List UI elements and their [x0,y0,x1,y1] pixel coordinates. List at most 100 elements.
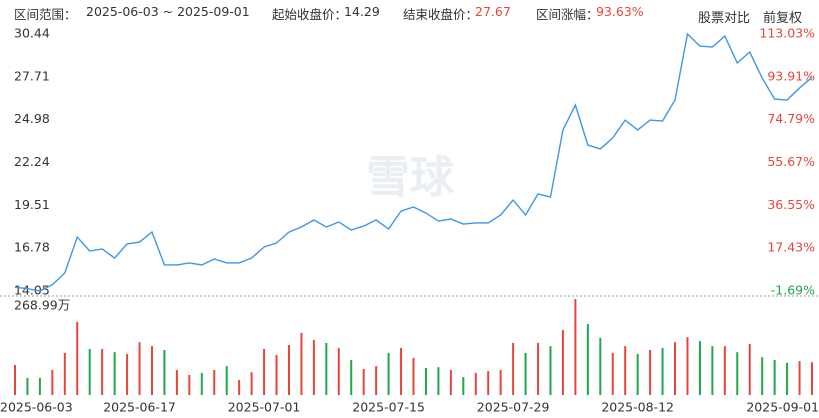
volume-bar [474,372,477,395]
volume-bar [188,375,191,395]
volume-bar [649,350,652,395]
y2-tick-label: -1.69% [771,283,815,298]
volume-bar [300,332,303,395]
volume-bar [761,357,764,395]
volume-bar [387,352,390,395]
volume-bar [76,321,79,395]
compare-button[interactable]: 股票对比 [698,11,751,26]
volume-bar [325,342,328,395]
adjust-button[interactable]: 前复权 [763,11,803,26]
volume-bar [449,370,452,395]
volume-bar [175,370,178,395]
x-tick-label: 2025-06-03 [0,400,73,415]
y2-tick-label: 113.03% [759,26,815,41]
volume-bar [14,365,16,395]
volume-bar [200,372,203,395]
volume-bar [698,341,701,395]
volume-bar [424,367,427,395]
volume-bar [38,377,41,395]
volume-bar [337,347,340,395]
volume-bar [611,352,614,395]
volume-bar [748,343,751,395]
y2-tick-label: 17.43% [767,240,815,255]
change: 93.63% [596,4,644,19]
volume-bar [599,337,602,395]
volume-bar [63,352,66,395]
volume-bar [400,347,403,395]
start-label: 起始收盘价： [272,7,348,22]
volume-bar [88,348,91,395]
volume-bar [487,371,490,395]
y2-tick-label: 36.55% [767,197,815,212]
volume-bar [686,337,689,395]
volume-bar [51,370,54,395]
volume-bar [238,380,241,395]
range: 2025-06-03 ~ 2025-09-01 [86,4,250,19]
volume-bar [350,360,353,395]
x-tick-label: 2025-07-15 [352,400,425,415]
volume-bar [163,350,166,395]
volume-bar [275,355,278,395]
volume-bar [113,352,116,395]
volume-bar [624,346,627,395]
volume-bar [561,330,564,395]
volume-bar [150,346,153,395]
y-tick-label: 22.24 [14,154,50,169]
volume-bar [499,370,502,395]
x-tick-label: 2025-08-12 [601,400,674,415]
x-tick-label: 2025-09-01 [746,400,819,415]
volume-bar [126,353,129,395]
y-tick-label: 27.71 [14,68,50,83]
volume-bar [225,366,228,395]
volume-tick-label: 268.99万 [14,298,70,313]
volume-bar [723,346,726,395]
volume-bar [101,348,104,395]
volume-bar [711,346,714,395]
change-label: 区间涨幅： [536,7,599,22]
range-label: 区间范围： [14,7,77,22]
y-tick-label: 16.78 [14,240,50,255]
y2-tick-label: 55.67% [767,154,815,169]
y2-tick-label: 93.91% [767,68,815,83]
volume-bar [362,368,365,395]
volume-bar [312,340,315,395]
volume-bar [524,352,527,395]
volume-bar [811,362,813,395]
price-line [14,32,813,292]
volume-bar [586,323,589,395]
volume-bar [213,370,216,395]
volume-bar [437,367,440,395]
volume-bar [287,345,290,395]
y-tick-label: 30.44 [14,26,50,41]
volume-bar [674,342,677,395]
y2-tick-label: 74.79% [767,111,815,126]
volume-bar [549,346,552,395]
volume-bar [537,342,540,395]
volume-bar [512,342,515,395]
x-tick-label: 2025-07-29 [477,400,550,415]
end-close: 27.67 [475,4,511,19]
x-tick-label: 2025-07-01 [228,400,301,415]
end-label: 结束收盘价： [403,7,479,22]
volume-bar [250,372,253,395]
volume-bar [574,299,577,395]
volume-bar [462,377,465,395]
volume-bar [736,352,739,395]
header: 区间范围： 2025-06-03 ~ 2025-09-01 起始收盘价： 14.… [14,4,815,26]
volume-bar [26,377,29,395]
y-tick-label: 24.98 [14,111,50,126]
volume-bar [263,348,266,395]
y-tick-label: 19.51 [14,197,50,212]
volume-bar [773,360,776,395]
start-close: 14.29 [344,4,380,19]
volume-bar [786,362,789,395]
volume-bar [412,357,415,395]
volume-bar [138,342,141,395]
x-tick-label: 2025-06-17 [103,400,176,415]
watermark: 雪球 [366,152,455,203]
volume-bar [375,366,378,395]
volume-bar [661,347,664,395]
volume-bar [636,353,639,395]
